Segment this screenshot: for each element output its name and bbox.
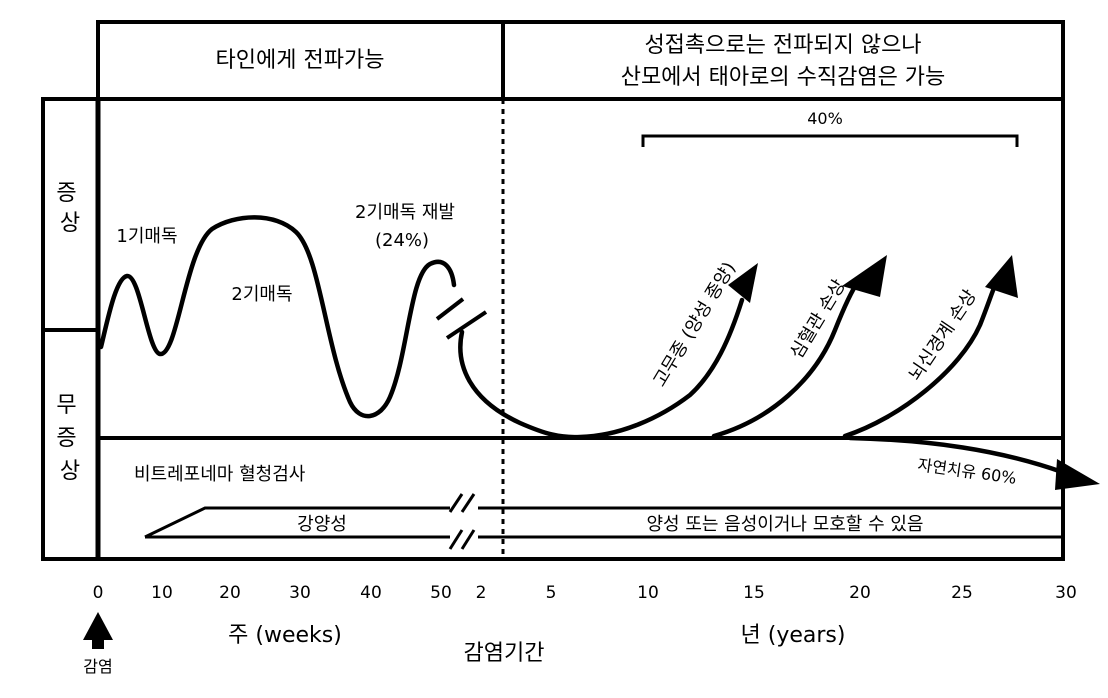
side-label-asymptomatic: 무 증 상 xyxy=(56,393,83,484)
side-asymptomatic-char1: 무 xyxy=(56,393,76,418)
side-symptomatic-char2: 상 xyxy=(60,211,80,236)
years-tick-30: 30 xyxy=(1055,583,1077,603)
late-bracket-percent: 40% xyxy=(807,109,843,128)
late-bracket xyxy=(641,134,1019,147)
main-frame xyxy=(41,97,1065,561)
cardiovascular-arrowhead xyxy=(842,255,887,297)
infection-marker-label: 감염 xyxy=(83,657,112,676)
curve-break-mark-1 xyxy=(435,297,465,321)
weeks-tick-10: 10 xyxy=(151,583,173,603)
years-tick-15: 15 xyxy=(743,583,765,603)
serology-break-1 xyxy=(448,493,464,513)
side-symptomatic-char1: 증 xyxy=(56,181,76,206)
weeks-tick-50: 50 xyxy=(430,583,452,603)
side-label-symptomatic: 증 상 xyxy=(56,181,83,236)
gumma-arrowhead xyxy=(728,263,758,303)
curve-break-mark-2 xyxy=(445,310,488,340)
spontaneous-cure-label: 자연치유 60% xyxy=(916,455,1017,488)
infection-arrowhead xyxy=(83,612,113,640)
spontaneous-cure-curve xyxy=(847,435,1065,475)
infection-arrow-stem xyxy=(92,638,104,649)
weeks-tick-30: 30 xyxy=(289,583,311,603)
years-tick-10: 10 xyxy=(637,583,659,603)
early-course-curve xyxy=(98,215,457,419)
side-asymptomatic-char2: 증 xyxy=(56,426,76,451)
weeks-tick-20: 20 xyxy=(219,583,241,603)
gumma-label: 고무종 (양성 종양) xyxy=(649,259,740,391)
years-tick-labels: 2 5 10 15 20 25 30 xyxy=(476,583,1077,603)
years-tick-2: 2 xyxy=(476,583,487,603)
serology-break-2 xyxy=(460,493,476,513)
cardiovascular-curve xyxy=(711,279,861,439)
years-tick-20: 20 xyxy=(849,583,871,603)
weeks-tick-labels: 0 10 20 30 40 50 xyxy=(93,583,452,603)
neuro-curve xyxy=(842,280,999,439)
serology-title: 비트레포네마 혈청검사 xyxy=(134,464,306,485)
serology-band-early xyxy=(144,506,450,539)
weeks-axis-label: 주 (weeks) xyxy=(228,623,342,648)
stage-primary-label: 1기매독 xyxy=(116,226,177,247)
serology-break-4 xyxy=(460,529,476,550)
side-asymptomatic-char3: 상 xyxy=(60,459,80,484)
axis-title: 감염기간 xyxy=(464,641,545,666)
spontaneous-cure-arrowhead xyxy=(1055,459,1100,490)
stage-secondary-label: 2기매독 xyxy=(231,284,292,305)
header-right-label-line2: 산모에서 태아로의 수직감염은 가능 xyxy=(621,65,946,90)
neuro-label: 뇌신경계 손상 xyxy=(905,286,981,385)
latent-course-curve xyxy=(458,297,745,440)
serology-break-3 xyxy=(448,529,464,550)
serology-band-late xyxy=(478,506,1063,539)
stage-secondary-relapse-label: 2기매독 재발 xyxy=(355,202,455,223)
stage-secondary-relapse-percent: (24%) xyxy=(375,230,429,251)
weeks-tick-40: 40 xyxy=(360,583,382,603)
header-left-label: 타인에게 전파가능 xyxy=(216,48,385,73)
years-tick-25: 25 xyxy=(951,583,973,603)
years-tick-5: 5 xyxy=(546,583,557,603)
serology-strong-positive: 강양성 xyxy=(297,514,347,535)
years-axis-label: 년 (years) xyxy=(741,623,846,648)
serology-later-result: 양성 또는 음성이거나 모호할 수 있음 xyxy=(646,514,923,535)
header-right-label-line1: 성접촉으로는 전파되지 않으나 xyxy=(644,33,921,58)
neuro-arrowhead xyxy=(985,255,1018,298)
weeks-tick-0: 0 xyxy=(93,583,104,603)
